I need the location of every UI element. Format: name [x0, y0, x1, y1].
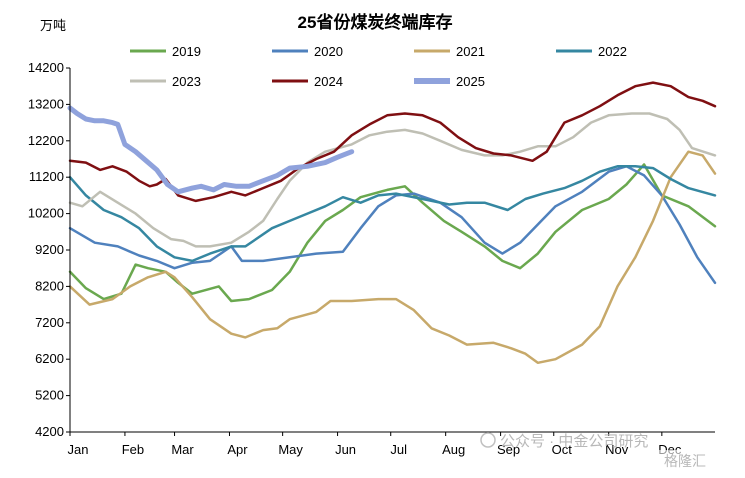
- y-tick-label: 9200: [35, 242, 64, 257]
- x-tick-label: Sep: [497, 442, 520, 457]
- plot-area: [67, 81, 717, 365]
- legend-label-2023: 2023: [172, 74, 201, 89]
- y-tick-label: 14200: [28, 60, 64, 75]
- series-line-2024: [68, 81, 717, 203]
- series-line-2023: [68, 112, 717, 248]
- x-tick-label: Jan: [68, 442, 89, 457]
- y-tick-label: 4200: [35, 424, 64, 439]
- watermark-badge-bg: [656, 450, 740, 470]
- y-tick-label: 11200: [29, 169, 64, 184]
- x-tick-label: May: [278, 442, 303, 457]
- watermark-badge: 格隆汇: [664, 453, 706, 469]
- series-line-2019: [68, 163, 717, 303]
- y-unit-label: 万吨: [40, 18, 66, 33]
- y-tick-label: 8200: [35, 278, 64, 293]
- x-tick-label: Nov: [605, 442, 629, 457]
- y-tick-label: 6200: [35, 351, 64, 366]
- x-tick-label: Feb: [122, 442, 144, 457]
- chart-title: 25省份煤炭终端库存: [298, 12, 453, 32]
- series-line-2020: [68, 165, 717, 285]
- legend-label-2019: 2019: [172, 44, 201, 59]
- watermark-text: 公众号 · 中金公司研究: [500, 433, 648, 450]
- y-tick-label: 13200: [28, 96, 64, 111]
- legend-label-2025: 2025: [456, 74, 485, 89]
- y-tick-label: 10200: [28, 206, 64, 221]
- watermark: 公众号 · 中金公司研究 格隆汇: [480, 432, 740, 470]
- x-tick-label: Jun: [335, 442, 356, 457]
- x-tick-label: Apr: [227, 442, 248, 457]
- legend-label-2020: 2020: [314, 44, 343, 59]
- series-line-2021: [68, 150, 717, 365]
- y-tick-label: 5200: [35, 388, 64, 403]
- wechat-icon: [480, 432, 496, 448]
- x-tick-label: Jul: [390, 442, 407, 457]
- legend-label-2024: 2024: [314, 74, 343, 89]
- legend: 2019 2020 2021 2022 2023 2024 2025: [130, 44, 627, 89]
- x-tick-label: Aug: [442, 442, 465, 457]
- legend-label-2022: 2022: [598, 44, 627, 59]
- y-tick-label: 12200: [28, 133, 64, 148]
- y-tick-label: 7200: [35, 315, 64, 330]
- axes: 4200 5200 6200 7200 8200 9200 10200 11200 12200 1…: [28, 60, 715, 457]
- legend-label-2021: 2021: [456, 44, 485, 59]
- series-line-2025: [67, 105, 355, 195]
- series-line-2022: [68, 165, 717, 263]
- x-tick-label: Oct: [552, 442, 573, 457]
- x-tick-label: Mar: [171, 442, 194, 457]
